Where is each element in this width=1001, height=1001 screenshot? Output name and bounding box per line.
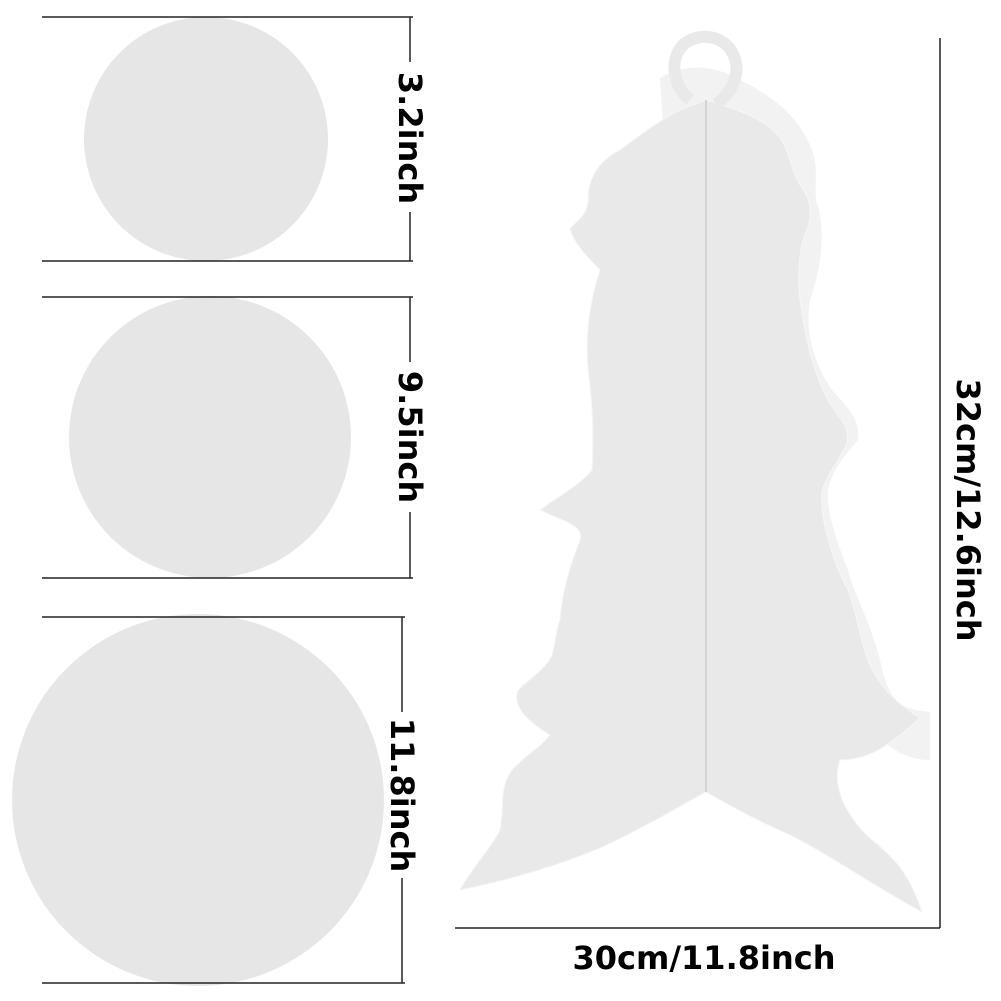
medium-disc: [69, 296, 351, 578]
small-disc: [84, 17, 328, 261]
medium-disc-group: [42, 296, 413, 579]
large-disc: [12, 614, 384, 986]
stand-hanging-loop: [668, 30, 743, 109]
medium-disc-dimension-label: 9.5inch: [391, 370, 429, 504]
small-disc-group: [42, 16, 413, 262]
large-disc-group: [12, 614, 405, 986]
stand: [459, 30, 930, 914]
stand-width-label: 30cm/11.8inch: [572, 939, 836, 977]
stand-front-body: [459, 99, 923, 914]
stand-height-label: 32cm/12.6inch: [949, 378, 987, 642]
small-disc-dimension-label: 3.2inch: [391, 71, 429, 205]
large-disc-dimension-label: 11.8inch: [383, 717, 421, 873]
